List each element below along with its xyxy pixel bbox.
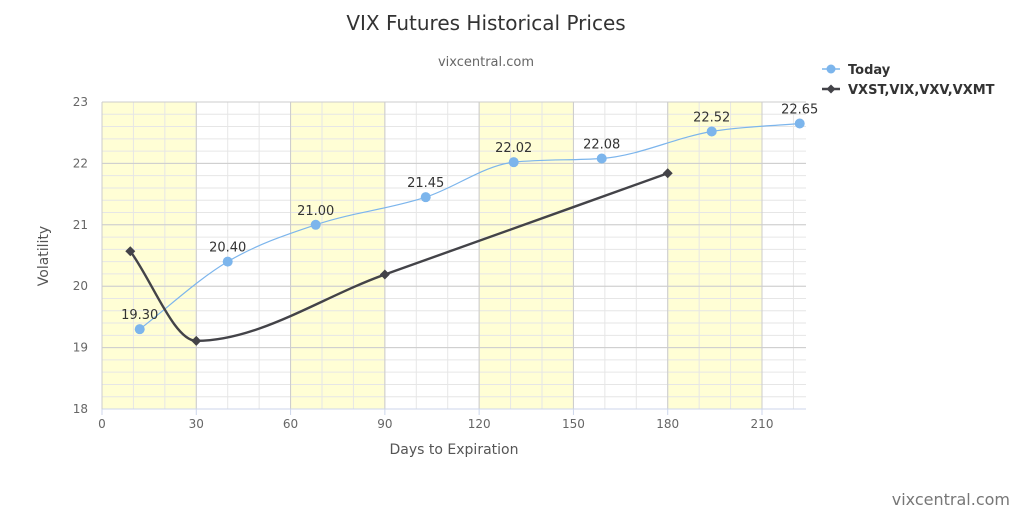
legend: Today VXST,VIX,VXV,VXMT	[822, 63, 995, 98]
x-tick-label: 210	[751, 417, 774, 431]
x-tick-label: 90	[377, 417, 392, 431]
series-markers	[125, 118, 805, 346]
y-tick-label: 20	[73, 279, 88, 293]
shaded-band	[479, 102, 574, 409]
chart-title: VIX Futures Historical Prices	[346, 11, 625, 35]
data-point-marker	[706, 126, 717, 137]
data-point-marker	[379, 269, 390, 280]
legend-label: VXST,VIX,VXV,VXMT	[848, 83, 995, 98]
x-tick-label: 60	[283, 417, 298, 431]
data-point-marker	[125, 246, 136, 257]
shaded-band	[667, 102, 762, 409]
x-tick-label: 30	[189, 417, 204, 431]
data-label: 20.40	[209, 241, 246, 256]
x-axis-title: Days to Expiration	[390, 442, 519, 458]
x-tick-label: 150	[562, 417, 585, 431]
y-axis-title: Volatility	[36, 226, 52, 286]
y-tick-label: 21	[73, 218, 88, 232]
series-line-1	[129, 172, 669, 343]
y-tick-label: 23	[73, 95, 88, 109]
shaded-band	[102, 102, 197, 409]
data-label: 22.08	[583, 137, 620, 152]
axes: 0 30 60 90 120 150 180 210 18 19 20 21 22 23	[73, 95, 806, 431]
data-point-marker	[310, 219, 321, 230]
series-line-0	[139, 122, 800, 330]
x-tick-label: 180	[656, 417, 679, 431]
data-label: 21.00	[297, 204, 334, 219]
y-tick-label: 19	[73, 341, 88, 355]
data-label: 19.30	[121, 308, 158, 323]
data-point-marker	[134, 324, 145, 335]
data-point-marker	[420, 192, 431, 203]
chart-subtitle: vixcentral.com	[438, 55, 534, 70]
data-point-marker	[596, 153, 607, 164]
data-point-marker	[662, 168, 673, 179]
shaded-band	[290, 102, 385, 409]
legend-marker	[826, 84, 836, 94]
data-label: 22.52	[693, 110, 730, 125]
y-tick-label: 18	[73, 402, 88, 416]
data-point-marker	[794, 118, 805, 129]
data-label: 22.02	[495, 141, 532, 156]
series-lines	[129, 122, 800, 343]
shaded-bands	[102, 102, 762, 409]
x-tick-label: 120	[468, 417, 491, 431]
data-label: 22.65	[781, 102, 818, 117]
data-point-marker	[508, 157, 519, 168]
data-label: 21.45	[407, 176, 444, 191]
legend-marker	[826, 64, 836, 74]
data-point-marker	[191, 335, 202, 346]
x-tick-label: 0	[98, 417, 106, 431]
credit-text: vixcentral.com	[892, 490, 1010, 509]
data-point-marker	[222, 256, 233, 267]
y-tick-label: 22	[73, 156, 88, 170]
legend-label: Today	[848, 63, 891, 78]
data-labels: 19.30 20.40 21.00 21.45 22.02 22.08 22.52 22.65	[121, 102, 818, 323]
